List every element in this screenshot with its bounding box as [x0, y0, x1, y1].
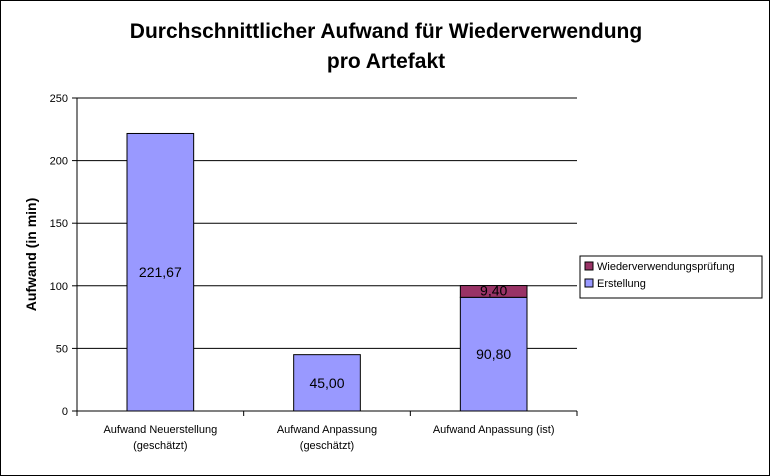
- y-tick-label: 150: [50, 218, 68, 230]
- chart-title-line: pro Artefakt: [327, 50, 445, 73]
- data-labels: 221,67 45,00 90,80 9,40: [139, 264, 511, 391]
- category-label: (geschätzt): [300, 440, 354, 452]
- bar-segment: [459, 296, 528, 412]
- y-tick-label: 50: [56, 343, 68, 355]
- axes: [76, 98, 578, 416]
- data-label: 221,67: [139, 264, 182, 280]
- legend-label: Wiederverwendungsprüfung: [597, 261, 735, 273]
- data-label: 90,80: [476, 346, 511, 362]
- data-label: 9,40: [480, 282, 507, 298]
- category-label: Aufwand Anpassung: [277, 424, 377, 436]
- chart-title: Durchschnittlicher Aufwand für Wiederver…: [130, 20, 642, 73]
- y-tick-label: 200: [50, 156, 68, 168]
- category-label: Aufwand Anpassung (ist): [433, 424, 555, 436]
- y-axis-ticks: 0 50 100 150 200 250: [50, 93, 77, 418]
- y-tick-label: 0: [62, 406, 68, 418]
- y-axis-label: Aufwand (in min): [23, 198, 39, 312]
- x-axis-categories: Aufwand Neuerstellung (geschätzt) Aufwand …: [103, 424, 554, 452]
- legend-swatch: [584, 261, 594, 271]
- category-label: Aufwand Neuerstellung: [103, 424, 217, 436]
- y-tick-label: 100: [50, 281, 68, 293]
- legend-swatch: [584, 278, 594, 288]
- y-tick-label: 250: [50, 93, 68, 105]
- category-label: (geschätzt): [133, 440, 187, 452]
- bar-segment: [459, 285, 528, 298]
- chart-title-line: Durchschnittlicher Aufwand für Wiederver…: [130, 20, 642, 43]
- data-label: 45,00: [309, 375, 344, 391]
- bars: [126, 132, 528, 412]
- legend-box: [579, 255, 763, 299]
- bar-segment: [126, 132, 195, 412]
- bar-segment: [293, 354, 361, 412]
- legend: Wiederverwendungsprüfung Erstellung: [579, 255, 763, 299]
- legend-label: Erstellung: [597, 278, 646, 290]
